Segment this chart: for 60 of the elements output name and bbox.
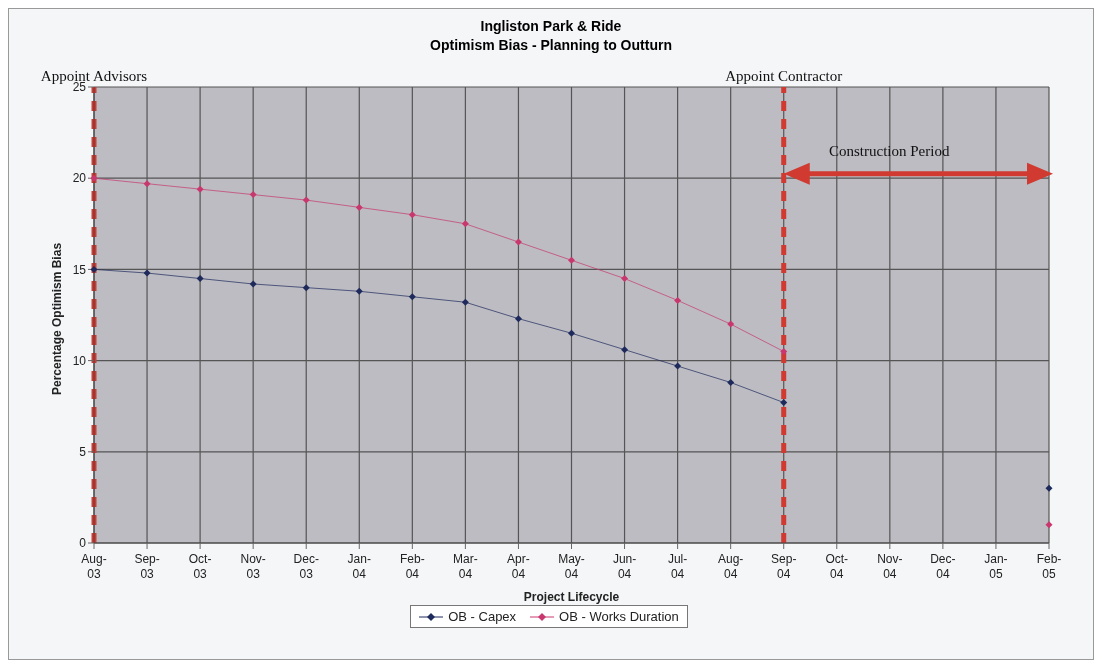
point — [355, 287, 363, 295]
point — [568, 329, 575, 337]
point — [196, 275, 204, 283]
point — [143, 269, 151, 277]
point — [780, 347, 788, 355]
y-axis-title: Percentage Optimism Bias — [50, 242, 65, 395]
point — [621, 346, 629, 354]
x-tick-label: Apr-04 — [507, 552, 530, 581]
point — [302, 196, 310, 204]
y-tick-label: 10 — [72, 353, 87, 368]
point — [727, 320, 735, 328]
point — [568, 256, 575, 264]
x-tick-label: Dec-04 — [930, 552, 956, 581]
y-tick-label: 15 — [72, 262, 87, 277]
ref-line-label: Appoint Contractor — [725, 68, 843, 84]
x-tick-label: May-04 — [558, 552, 585, 581]
x-axis-title: Project Lifecycle — [523, 590, 620, 604]
point — [621, 275, 629, 283]
legend-label: OB - Works Duration — [558, 609, 679, 624]
point — [461, 298, 469, 306]
x-tick-label: Aug-04 — [717, 552, 744, 581]
x-tick-label: Nov-03 — [240, 552, 266, 581]
point — [249, 191, 257, 199]
x-tick-label: Dec-03 — [293, 552, 319, 581]
point — [727, 378, 735, 386]
point — [143, 180, 151, 188]
x-tick-label: Jun-04 — [612, 552, 637, 581]
annotation: Construction Period — [829, 143, 950, 160]
point — [408, 293, 416, 301]
x-tick-label: Sep-04 — [771, 552, 797, 581]
x-tick-label: Jan-04 — [347, 552, 371, 581]
point — [461, 220, 469, 228]
point — [1045, 484, 1053, 492]
x-tick-label: Oct-03 — [188, 552, 212, 581]
x-tick-label: Feb-04 — [399, 552, 425, 581]
point — [514, 315, 522, 323]
chart-title: Ingliston Park & Ride — [479, 17, 623, 36]
x-tick-label: Nov-04 — [877, 552, 903, 581]
x-tick-label: Jul-04 — [667, 552, 688, 581]
point — [780, 399, 788, 407]
y-tick-label: 0 — [79, 536, 87, 551]
chart-subtitle: Optimism Bias - Planning to Outturn — [429, 36, 673, 55]
point — [514, 238, 522, 246]
x-tick-label: Aug-03 — [81, 552, 107, 581]
point — [355, 203, 363, 211]
x-tick-label: Jan-05 — [984, 552, 1008, 581]
point — [249, 280, 257, 288]
x-tick-label: Sep-03 — [134, 552, 160, 581]
point — [674, 296, 682, 304]
point — [196, 185, 204, 193]
point — [674, 362, 682, 370]
x-tick-label: Feb-05 — [1036, 552, 1062, 581]
x-tick-label: Mar-04 — [453, 552, 478, 581]
x-tick-label: Oct-04 — [825, 552, 849, 581]
y-tick-label: 5 — [79, 445, 87, 460]
legend-label: OB - Capex — [447, 609, 517, 624]
point — [302, 284, 310, 292]
point — [1045, 521, 1053, 529]
y-tick-label: 20 — [72, 171, 87, 186]
point — [408, 211, 416, 219]
